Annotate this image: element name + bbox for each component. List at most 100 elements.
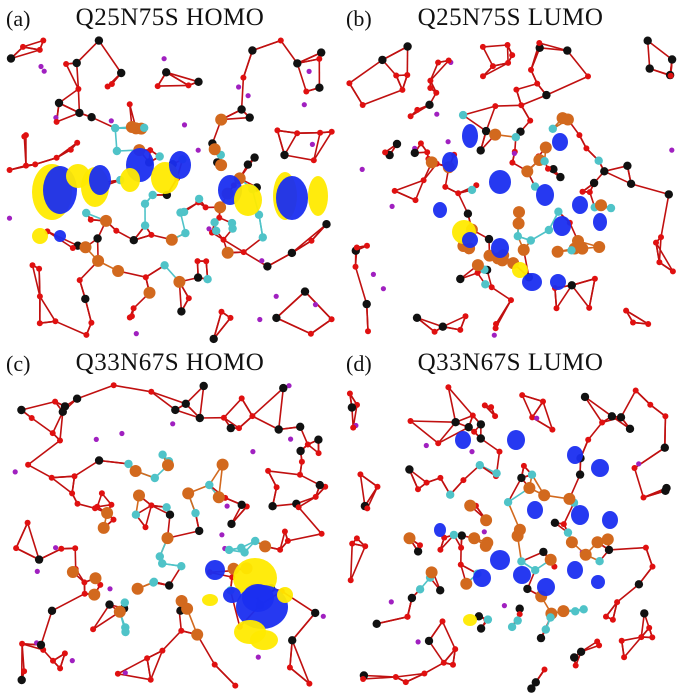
oxygen-atom <box>114 670 121 677</box>
bond <box>630 183 670 196</box>
oxygen-atom <box>48 474 55 481</box>
sodium-atom <box>181 122 188 128</box>
orbital-lobe-blue <box>527 501 543 519</box>
bond <box>584 396 603 423</box>
bond <box>26 522 40 560</box>
oxygen-atom <box>392 674 399 680</box>
silicon-atom <box>527 470 537 479</box>
bond <box>277 388 285 430</box>
bond <box>27 464 53 479</box>
black-atom <box>237 105 246 114</box>
sulfur-atom <box>425 566 438 579</box>
oxygen-atom <box>74 500 81 507</box>
oxygen-atom <box>586 304 593 311</box>
bond <box>268 470 301 476</box>
silicon-atom <box>544 225 554 235</box>
bond <box>485 105 497 132</box>
bond <box>376 616 408 625</box>
oxygen-atom <box>108 501 115 508</box>
silicon-atom <box>571 607 580 616</box>
oxygen-atom <box>435 59 442 66</box>
silicon-atom <box>140 221 150 230</box>
oxygen-atom <box>585 73 591 80</box>
black-atom <box>94 36 104 45</box>
orbital-isosurfaces <box>32 148 328 244</box>
black-atom <box>280 150 289 160</box>
orbital-lobe-yellow <box>32 228 48 244</box>
sulfur-atom <box>489 128 502 141</box>
sodium-atom <box>501 603 507 609</box>
silicon-atom <box>162 503 171 512</box>
oxygen-atom <box>69 490 76 497</box>
oxygen-atom <box>185 295 192 302</box>
orbital-lobe-yellow <box>277 587 293 603</box>
oxygen-atom <box>265 467 272 474</box>
oxygen-atom <box>142 524 149 531</box>
black-atom <box>263 262 272 271</box>
black-atom <box>17 675 26 685</box>
oxygen-atom <box>509 159 516 166</box>
oxygen-atom <box>492 325 499 332</box>
black-atom <box>181 399 190 408</box>
bond <box>99 459 129 465</box>
sodium-atom <box>481 529 487 535</box>
black-atom <box>625 424 635 433</box>
bond <box>447 387 457 423</box>
oxygen-atom <box>450 661 456 668</box>
black-atom <box>481 126 491 136</box>
sodium-atom <box>309 141 315 147</box>
bond <box>275 291 306 319</box>
sodium-atom <box>511 150 517 156</box>
bond <box>313 131 333 161</box>
sulfur-atom <box>208 143 221 156</box>
bond <box>77 502 96 510</box>
bond <box>113 384 152 393</box>
structure-a <box>6 36 335 344</box>
black-atom <box>451 418 460 427</box>
black-atom <box>315 480 324 490</box>
sodium-atom <box>195 147 201 153</box>
sulfur-atom <box>591 536 604 549</box>
oxygen-atom <box>541 666 548 673</box>
sodium-atom <box>423 442 429 449</box>
bond <box>56 142 78 159</box>
silicon-atom <box>563 528 573 537</box>
black-atom <box>626 179 636 188</box>
oxygen-atom <box>649 634 656 641</box>
oxygen-atom <box>67 146 74 153</box>
oxygen-atom <box>240 249 247 256</box>
oxygen-atom <box>240 74 247 81</box>
black-atom <box>549 165 558 174</box>
oxygen-atom <box>421 670 428 677</box>
oxygen-atom <box>364 505 371 512</box>
oxygen-atom <box>496 448 503 455</box>
oxygen-atom <box>40 37 47 44</box>
orbital-lobe-blue <box>169 151 191 179</box>
oxygen-atom <box>488 284 495 291</box>
orbital-lobe-blue <box>462 124 478 148</box>
oxygen-atom <box>442 183 449 190</box>
black-atom <box>177 307 186 316</box>
bond <box>34 157 57 166</box>
oxygen-atom <box>631 465 638 471</box>
black-atom <box>105 600 114 609</box>
sodium-atom <box>41 68 47 74</box>
black-atom <box>279 383 288 393</box>
oxygen-atom <box>553 305 560 312</box>
sulfur-atom <box>513 523 526 536</box>
oxygen-atom <box>306 680 313 687</box>
orbital-lobe-blue <box>89 165 111 195</box>
black-atom <box>456 274 465 284</box>
bond <box>310 318 333 335</box>
bond <box>410 420 456 423</box>
sulfur-atom <box>460 577 473 590</box>
oxygen-atom <box>460 477 467 484</box>
sodium-atom <box>491 332 497 338</box>
black-atom <box>535 43 544 52</box>
oxygen-atom <box>36 320 43 327</box>
oxygen-atom <box>36 293 43 300</box>
oxygen-atom <box>20 43 26 50</box>
bond <box>276 317 312 335</box>
oxygen-atom <box>6 167 13 173</box>
oxygen-atom <box>599 419 606 426</box>
